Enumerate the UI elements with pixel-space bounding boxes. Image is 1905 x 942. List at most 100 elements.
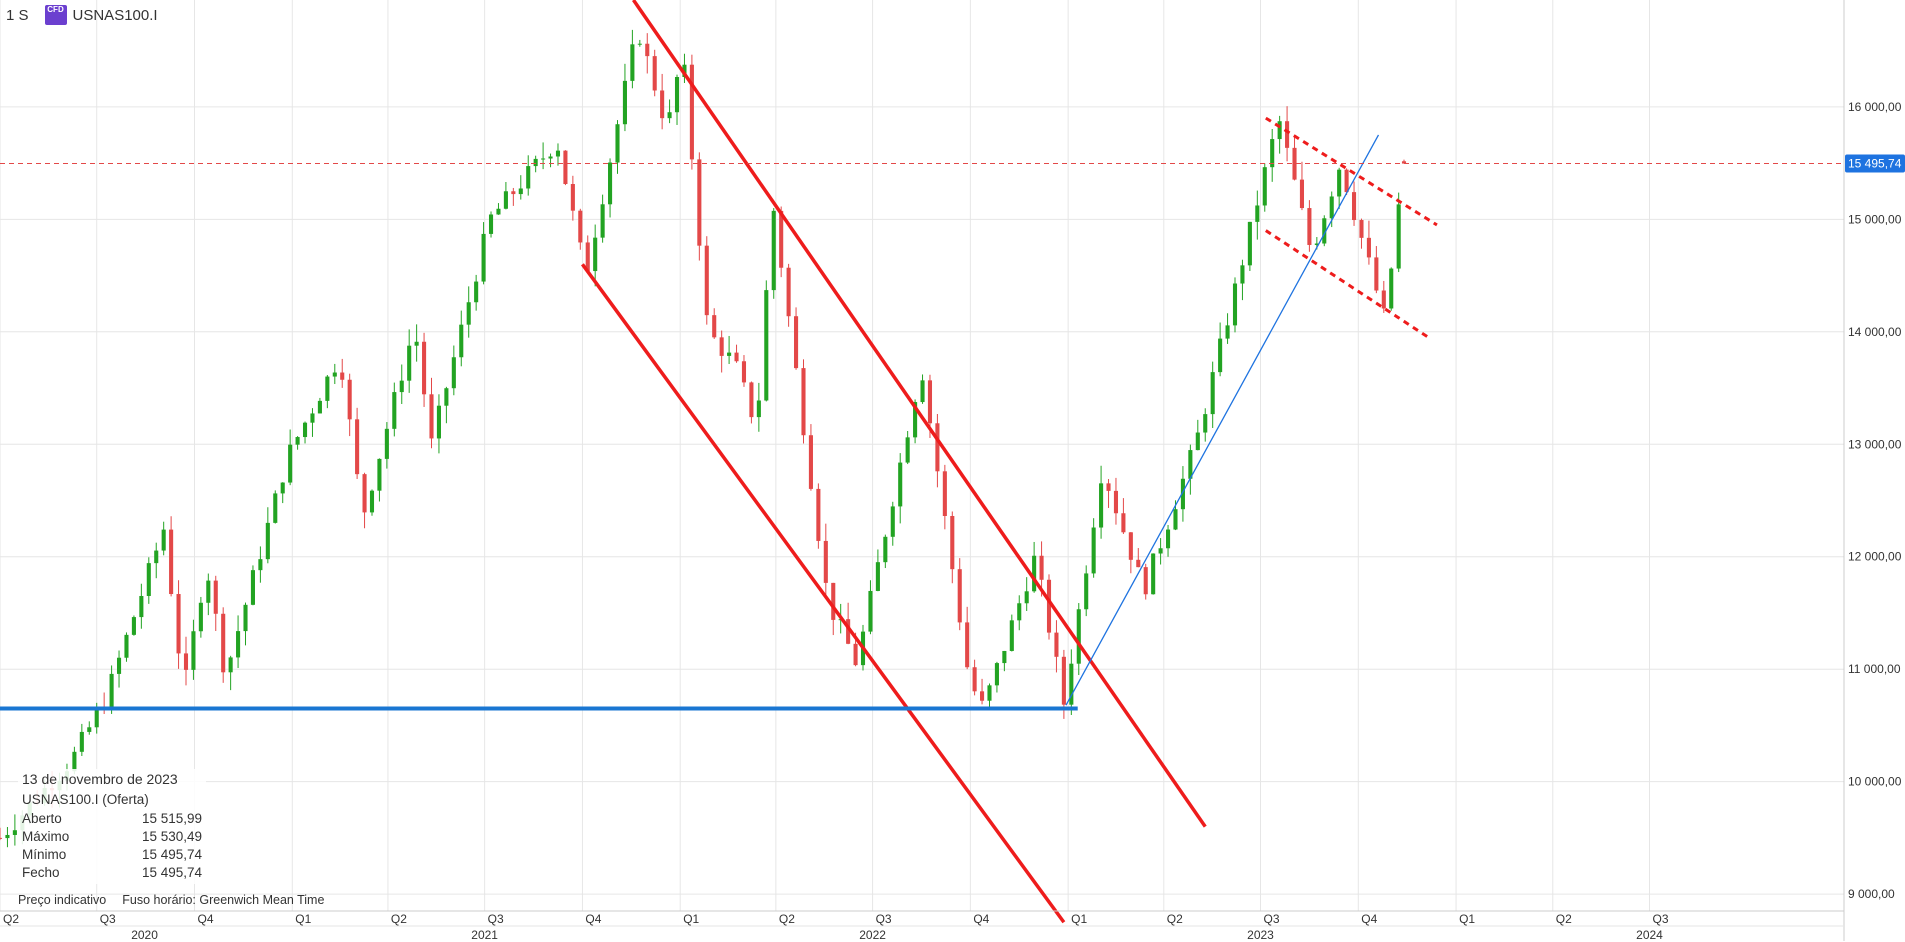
candle-body [1032, 555, 1037, 592]
candle-body [756, 400, 761, 418]
candle-body [689, 64, 694, 160]
quarter-tick-label: Q4 [197, 912, 213, 926]
candle-body [198, 602, 203, 632]
price-note: Preço indicativo [18, 893, 107, 907]
candle-body [1389, 268, 1394, 309]
candle-body [310, 413, 315, 423]
candle-body [719, 337, 724, 356]
candle-body [645, 43, 650, 57]
candle-body [0, 837, 3, 839]
trend-line [581, 263, 1066, 924]
chart-footer: Preço indicativo Fuso horário: Greenwich… [18, 893, 324, 907]
quarter-tick-label: Q3 [488, 912, 504, 926]
candle-body [459, 324, 464, 358]
candle-body [139, 595, 144, 618]
candle-body [213, 580, 218, 614]
candle-body [1121, 513, 1126, 533]
candle-body [593, 237, 598, 272]
candle-body [637, 43, 642, 45]
candle-body [176, 594, 181, 654]
candle-body [1225, 325, 1230, 339]
candle-body [5, 834, 10, 839]
candle-body [1113, 490, 1119, 514]
quarter-tick-label: Q2 [779, 912, 795, 926]
candle-body [1128, 532, 1133, 560]
candle-body [1247, 221, 1252, 266]
candle-body [183, 653, 189, 670]
year-tick-label: 2020 [131, 928, 158, 942]
info-row-low: Mínimo 15 495,74 [22, 847, 202, 862]
candle-body [221, 613, 226, 673]
candle-body [741, 361, 747, 383]
candle-body [369, 490, 375, 513]
candle-body [1381, 290, 1386, 309]
candle-body [1195, 432, 1200, 451]
candle-body [1024, 591, 1029, 604]
candle-body [265, 522, 270, 560]
candle-body [674, 76, 680, 113]
candle-body [786, 267, 791, 317]
candle-body [1061, 656, 1066, 705]
quarter-tick-label: Q2 [3, 912, 19, 926]
candle-body [942, 471, 947, 517]
candle-body [987, 685, 992, 701]
candle-body [1322, 218, 1327, 244]
candle-body [570, 184, 575, 211]
candle-body [749, 382, 754, 418]
candle-body [994, 663, 999, 686]
candle-body [935, 423, 940, 472]
quarter-tick-label: Q1 [1071, 912, 1087, 926]
candle-body [615, 124, 620, 163]
candle-body [169, 529, 174, 595]
candle-body [1046, 579, 1052, 633]
candle-body [384, 428, 389, 459]
candle-body [697, 159, 702, 246]
timezone-note[interactable]: Fuso horário: Greenwich Mean Time [122, 893, 325, 907]
candle-body [1307, 208, 1312, 245]
candle-body [1084, 573, 1089, 610]
candle-body [236, 631, 241, 658]
candle-body [273, 493, 278, 523]
candle-body [250, 570, 255, 605]
quarter-tick-label: Q4 [1361, 912, 1377, 926]
candle-body [288, 444, 293, 483]
candle-body [444, 388, 449, 406]
symbol-name[interactable]: USNAS100.I [72, 6, 158, 24]
candle-body [1359, 220, 1364, 238]
info-date: 13 de novembro de 2023 [22, 771, 178, 787]
quarter-tick-label: Q2 [1556, 912, 1572, 926]
candle-body [1076, 609, 1081, 664]
candle-body [466, 302, 471, 325]
candle-body [600, 204, 605, 238]
candle-body [712, 315, 717, 338]
candle-body [526, 166, 531, 189]
candle-body [883, 536, 888, 563]
candle-body [496, 208, 501, 215]
candle-body [295, 437, 300, 445]
candle-body [667, 112, 672, 119]
quarter-tick-label: Q4 [973, 912, 989, 926]
candlestick-series [0, 29, 1407, 848]
candle-body [1009, 620, 1014, 651]
candle-body [980, 691, 985, 701]
candle-body [1151, 553, 1156, 595]
candle-body [429, 394, 434, 439]
y-tick-label: 15 000,00 [1848, 212, 1902, 226]
quarter-tick-label: Q3 [1653, 912, 1669, 926]
candle-body [1396, 204, 1401, 269]
candle-body [794, 316, 799, 369]
candle-body [1039, 555, 1044, 580]
interval-selector[interactable]: 1 S [6, 6, 29, 24]
candle-body [555, 150, 561, 157]
y-tick-label: 10 000,00 [1848, 775, 1902, 789]
candle-body [831, 582, 836, 620]
candle-body [518, 188, 523, 195]
y-tick-label: 11 000,00 [1848, 662, 1901, 676]
candle-body [146, 563, 151, 596]
candle-body [622, 80, 627, 125]
candle-body [652, 56, 657, 91]
candle-body [868, 590, 873, 632]
candle-body [436, 405, 441, 439]
